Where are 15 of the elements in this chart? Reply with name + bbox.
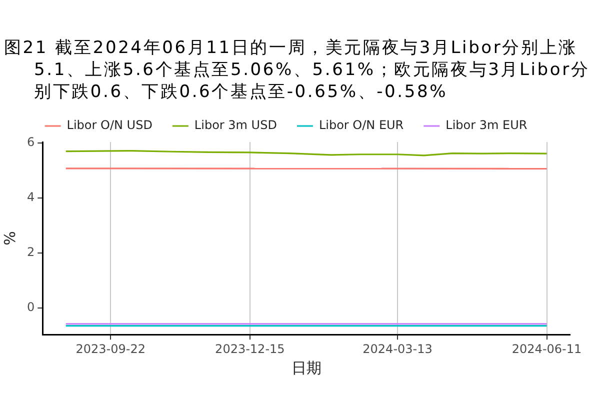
y-axis-title: %: [0, 231, 19, 246]
legend-label: Libor O/N EUR: [318, 118, 404, 132]
y-tick-label: 0: [26, 300, 35, 314]
legend-label: Libor 3m EUR: [446, 118, 528, 132]
x-tick-label: 2023-09-22: [76, 342, 146, 356]
chart-title: 图21 截至2024年06月11日的一周，美元隔夜与3月Libor分别上涨5.1、上涨5.6个基点至5.06%、5.61%；欧元隔夜与3月Libor分别下跌0.6、下跌0.6个基点至-0.65%、-0.58%: [4, 37, 591, 103]
x-tick-label: 2024-03-13: [362, 342, 432, 356]
x-tick-label: 2024-06-11: [512, 342, 582, 356]
x-tick-label: 2023-12-15: [215, 342, 285, 356]
legend-label: Libor 3m USD: [194, 118, 277, 132]
legend-label: Libor O/N USD: [66, 118, 152, 132]
x-axis-title: 日期: [291, 358, 322, 377]
y-tick-label: 2: [26, 245, 35, 260]
y-tick-label: 4: [26, 190, 35, 204]
y-tick-label: 6: [26, 134, 35, 149]
